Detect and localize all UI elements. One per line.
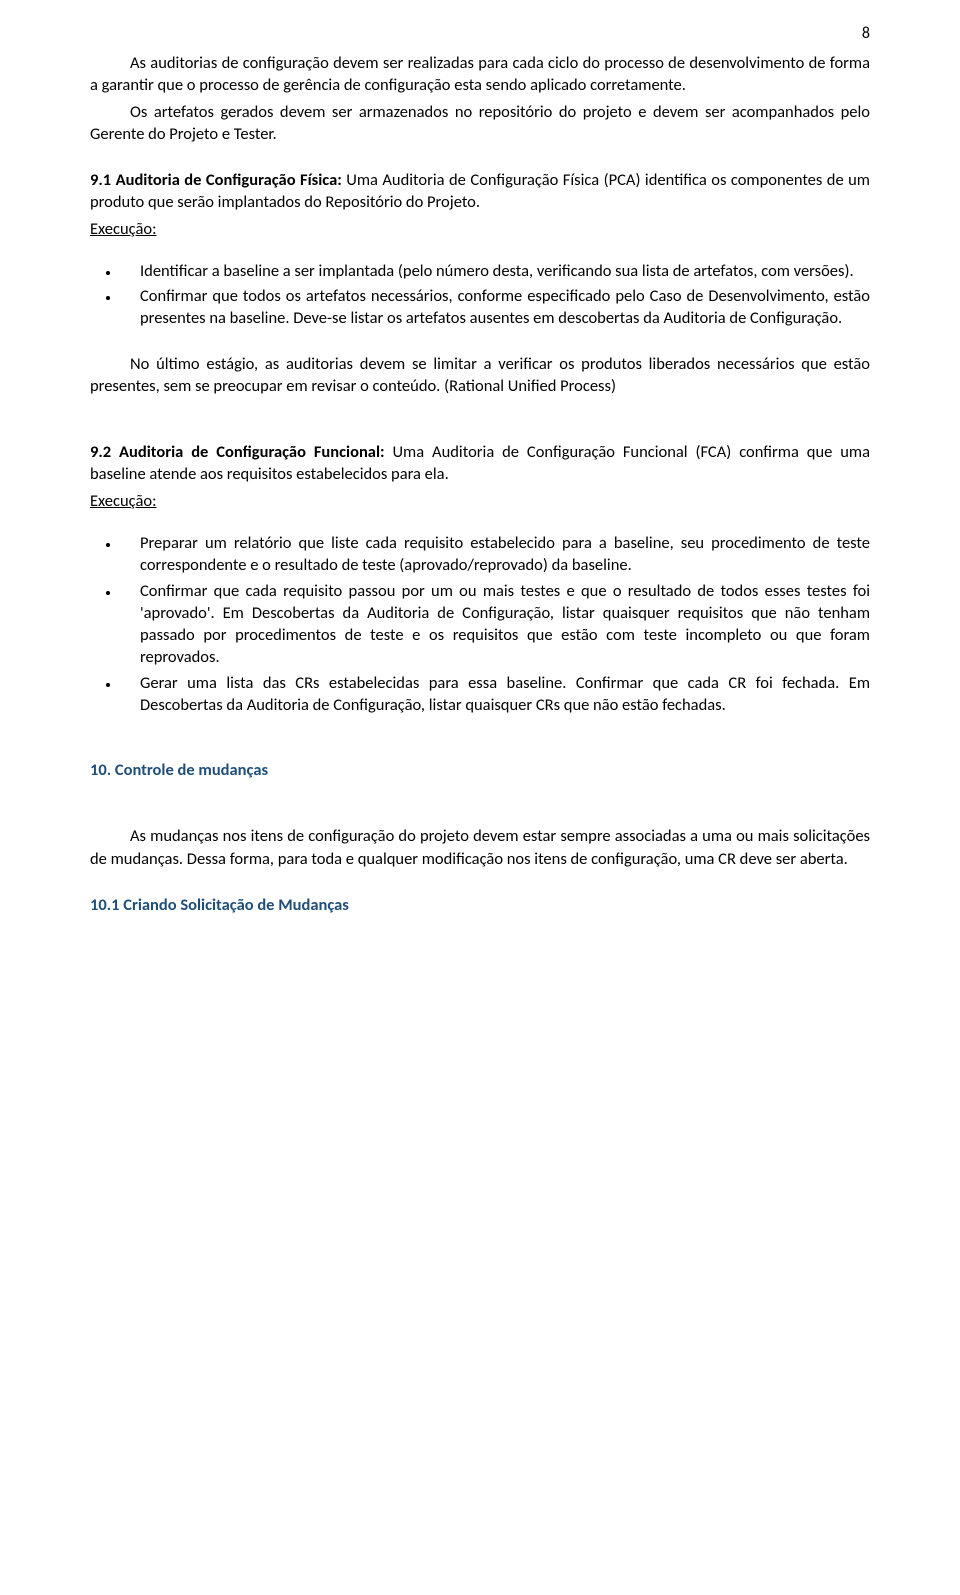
section-10-1-title: 10.1 Criando Solicitação de Mudanças bbox=[90, 894, 870, 916]
document-page: 8 As auditorias de configuração devem se… bbox=[0, 0, 960, 1595]
list-item: Preparar um relatório que liste cada req… bbox=[120, 532, 870, 577]
bullet-list-9-2: Preparar um relatório que liste cada req… bbox=[90, 532, 870, 716]
section-9-1-title: 9.1 Auditoria de Configuração Física: bbox=[90, 170, 342, 190]
list-item: Confirmar que cada requisito passou por … bbox=[120, 580, 870, 669]
section-10-body: As mudanças nos itens de configuração do… bbox=[90, 825, 870, 870]
section-10-title: 10. Controle de mudanças bbox=[90, 759, 870, 781]
exec-label-9-2: Execução: bbox=[90, 490, 870, 512]
section-9-2-title: 9.2 Auditoria de Configuração Funcional: bbox=[90, 442, 385, 462]
bullet-list-9-1: Identificar a baseline a ser implantada … bbox=[90, 260, 870, 330]
paragraph-9-1-after: No último estágio, as auditorias devem s… bbox=[90, 353, 870, 398]
section-9-2: 9.2 Auditoria de Configuração Funcional:… bbox=[90, 441, 870, 486]
page-number: 8 bbox=[862, 24, 870, 43]
exec-label-9-1: Execução: bbox=[90, 218, 870, 240]
list-item: Identificar a baseline a ser implantada … bbox=[120, 260, 870, 282]
list-item: Confirmar que todos os artefatos necessá… bbox=[120, 285, 870, 330]
paragraph-intro-2: Os artefatos gerados devem ser armazenad… bbox=[90, 101, 870, 146]
list-item: Gerar uma lista das CRs estabelecidas pa… bbox=[120, 672, 870, 717]
section-9-1: 9.1 Auditoria de Configuração Física: Um… bbox=[90, 169, 870, 214]
paragraph-intro-1: As auditorias de configuração devem ser … bbox=[90, 52, 870, 97]
